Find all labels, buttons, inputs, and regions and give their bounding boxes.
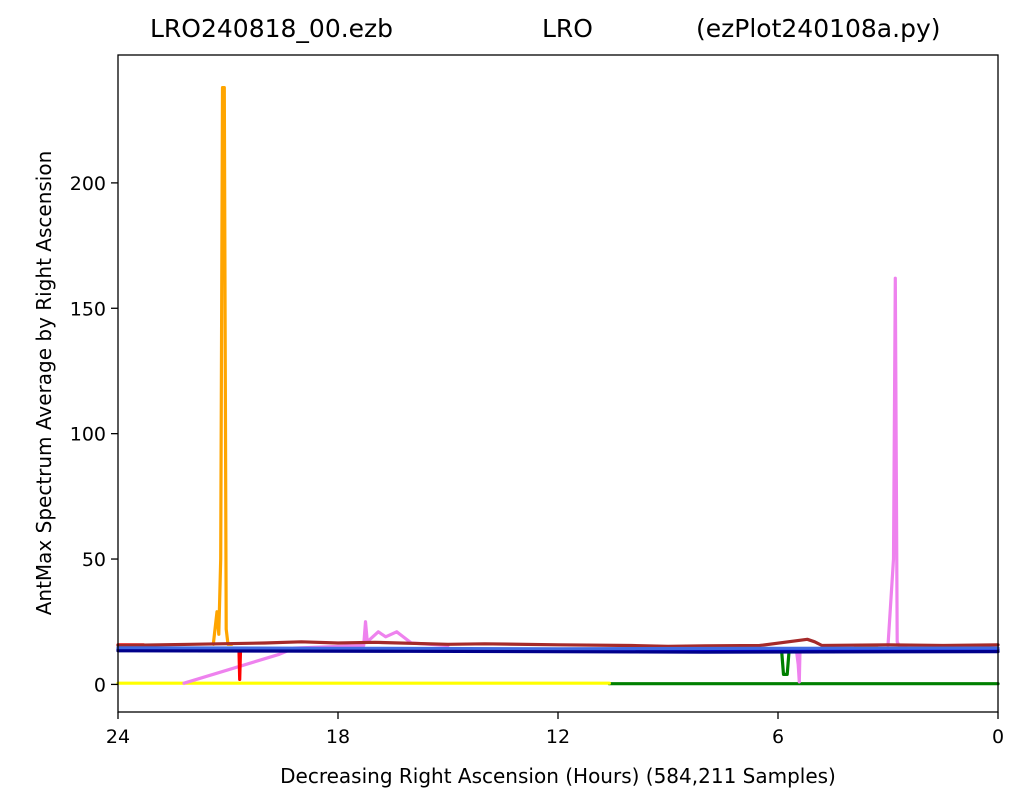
x-tick-label: 0 <box>992 726 1004 748</box>
chart-title-script: (ezPlot240108a.py) <box>696 14 941 43</box>
series-line-4 <box>886 276 908 648</box>
plot-frame <box>117 54 999 713</box>
series-line-10 <box>780 650 791 677</box>
y-tick-label: 0 <box>94 674 106 696</box>
series-line-14 <box>116 649 1000 654</box>
series-line-8 <box>237 648 243 682</box>
y-tick-label: 50 <box>82 549 106 571</box>
y-tick-label: 100 <box>70 424 106 446</box>
x-tick-label: 12 <box>546 726 570 748</box>
y-tick-label: 150 <box>70 298 106 320</box>
x-tick-label: 18 <box>326 726 350 748</box>
chart-title-site: LRO <box>542 14 593 43</box>
y-axis-label: AntMax Spectrum Average by Right Ascensi… <box>32 150 56 616</box>
y-tick-label: 200 <box>70 173 106 195</box>
chart-title-file: LRO240818_00.ezb <box>150 14 394 43</box>
x-tick-label: 6 <box>772 726 784 748</box>
series-line-13 <box>116 646 1000 651</box>
x-tick-label: 24 <box>106 726 130 748</box>
series-line-3 <box>794 647 802 684</box>
series-line-5 <box>211 85 234 646</box>
x-axis-label: Decreasing Right Ascension (Hours) (584,… <box>280 764 836 788</box>
series-line-11 <box>116 637 1000 648</box>
